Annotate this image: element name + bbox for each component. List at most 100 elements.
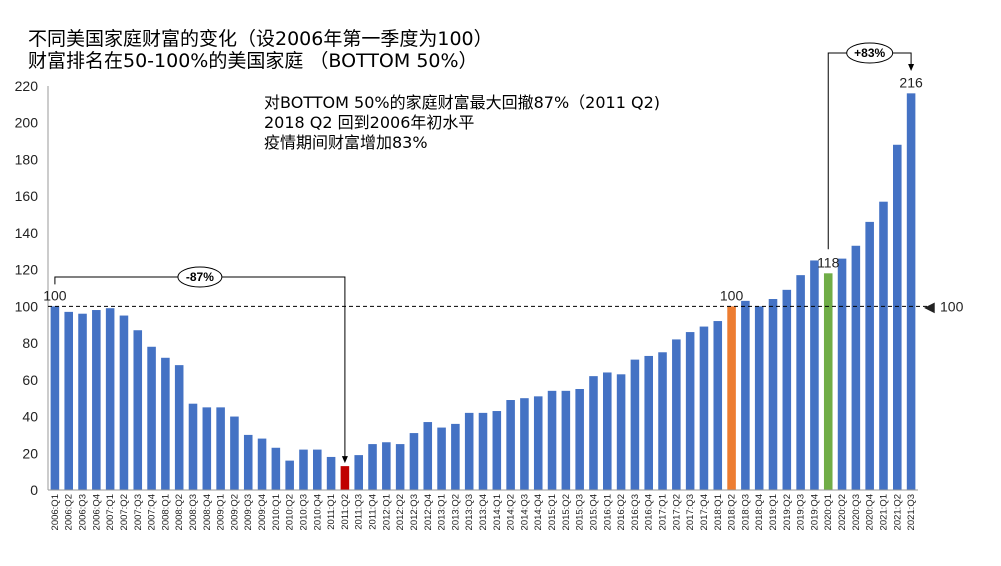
- bar: [230, 416, 239, 490]
- bar: [630, 359, 640, 490]
- bar: [161, 357, 170, 490]
- y-tick-label: 200: [15, 115, 39, 131]
- bar: [78, 313, 87, 490]
- x-tick-label: 2006:Q4: [91, 494, 102, 530]
- bar: [451, 423, 460, 490]
- x-tick-label: 2010:Q2: [285, 494, 296, 530]
- bar: [506, 400, 515, 490]
- x-tick-label: 2007:Q2: [119, 494, 130, 530]
- drawdown-label: -87%: [186, 270, 214, 284]
- bar: [561, 390, 571, 490]
- x-tick-label: 2009:Q1: [216, 494, 227, 530]
- bar: [313, 449, 322, 490]
- bar: [616, 374, 626, 490]
- y-tick-label: 120: [15, 262, 39, 278]
- x-tick-label: 2013:Q1: [437, 494, 448, 530]
- bar: [50, 306, 60, 490]
- x-tick-label: 2013:Q2: [450, 494, 461, 530]
- x-tick-label: 2012:Q4: [423, 494, 434, 530]
- increase-label: +83%: [854, 46, 885, 60]
- bar: [409, 433, 419, 490]
- value-label: 216: [899, 74, 923, 90]
- x-tick-label: 2019:Q4: [809, 494, 820, 530]
- bar: [368, 444, 377, 490]
- bar: [188, 403, 198, 490]
- x-axis: 2006:Q1 2006:Q2 2006:Q3 2006:Q4 2007:Q1 2007:…: [48, 489, 918, 530]
- x-tick-label: 2020:Q1: [823, 494, 834, 530]
- bar: [893, 144, 902, 490]
- x-tick-label: 2021:Q2: [892, 494, 903, 530]
- x-tick-label: 2016:Q1: [602, 494, 613, 530]
- value-label: 118: [817, 254, 840, 270]
- bar: [520, 398, 529, 490]
- bar: [202, 407, 212, 490]
- bar: [354, 455, 363, 490]
- bar: [575, 389, 584, 490]
- x-tick-label: 2017:Q4: [699, 494, 710, 530]
- y-tick-label: 100: [15, 298, 39, 314]
- bar: [243, 434, 253, 490]
- reference-marker: ◀: [924, 298, 935, 314]
- y-tick-label: 20: [22, 445, 38, 461]
- bar: [906, 93, 916, 490]
- bar: [105, 308, 115, 490]
- bar: [589, 376, 598, 490]
- y-tick-label: 180: [15, 151, 39, 167]
- x-tick-label: 2008:Q2: [174, 494, 185, 530]
- bar: [865, 221, 874, 490]
- bar: [810, 260, 819, 490]
- bar: [699, 326, 709, 490]
- bar: [478, 412, 488, 490]
- bar: [285, 460, 294, 490]
- bar: [879, 201, 888, 490]
- bar: [533, 396, 543, 490]
- x-tick-label: 2008:Q3: [188, 494, 199, 530]
- x-tick-label: 2018:Q2: [727, 494, 738, 530]
- x-tick-label: 2006:Q1: [50, 494, 61, 530]
- x-tick-label: 2014:Q1: [492, 494, 503, 530]
- x-tick-label: 2010:Q3: [298, 494, 309, 530]
- bar: [492, 411, 502, 490]
- bar: [437, 427, 446, 490]
- bar: [133, 330, 143, 490]
- y-tick-label: 80: [22, 335, 38, 351]
- bar: [464, 412, 474, 490]
- bar: [382, 442, 391, 490]
- x-tick-label: 2014:Q3: [519, 494, 530, 530]
- x-tick-label: 2019:Q1: [768, 494, 779, 530]
- bar: [658, 352, 667, 490]
- x-tick-label: 2011:Q1: [326, 494, 337, 530]
- bar: [603, 372, 612, 490]
- x-tick-label: 2019:Q3: [796, 494, 807, 530]
- bar: [340, 466, 350, 490]
- reference-label: 100: [940, 298, 964, 314]
- x-tick-label: 2016:Q4: [644, 494, 655, 530]
- bar: [299, 449, 308, 490]
- chart-subtitle: 财富排名在50-100%的美国家庭 （BOTTOM 50%）: [28, 50, 478, 72]
- bar: [851, 245, 861, 490]
- x-tick-label: 2016:Q2: [616, 494, 627, 530]
- x-tick-label: 2007:Q4: [147, 494, 158, 530]
- bar: [174, 365, 184, 490]
- x-tick-label: 2018:Q1: [713, 494, 724, 530]
- x-tick-label: 2012:Q2: [395, 494, 406, 530]
- x-tick-label: 2017:Q1: [658, 494, 669, 530]
- x-tick-label: 2015:Q1: [547, 494, 558, 530]
- bar: [754, 306, 764, 490]
- value-label: 100: [720, 287, 744, 303]
- bar: [644, 355, 653, 490]
- bar: [672, 339, 681, 490]
- x-tick-label: 2012:Q1: [381, 494, 392, 530]
- annotation-pandemic: 疫情期间财富增加83%: [264, 133, 428, 152]
- bar: [216, 407, 225, 490]
- x-tick-label: 2010:Q4: [312, 494, 323, 530]
- annotations-overlay: ◀ 100 100 100 118 216 -87% +83%: [43, 42, 964, 464]
- y-tick-label: 40: [22, 409, 38, 425]
- x-tick-label: 2006:Q2: [64, 494, 75, 530]
- x-tick-label: 2008:Q1: [160, 494, 171, 530]
- bar: [796, 275, 805, 490]
- bar: [727, 306, 736, 490]
- y-tick-label: 0: [30, 482, 38, 498]
- x-tick-label: 2009:Q3: [243, 494, 254, 530]
- bar: [326, 456, 336, 490]
